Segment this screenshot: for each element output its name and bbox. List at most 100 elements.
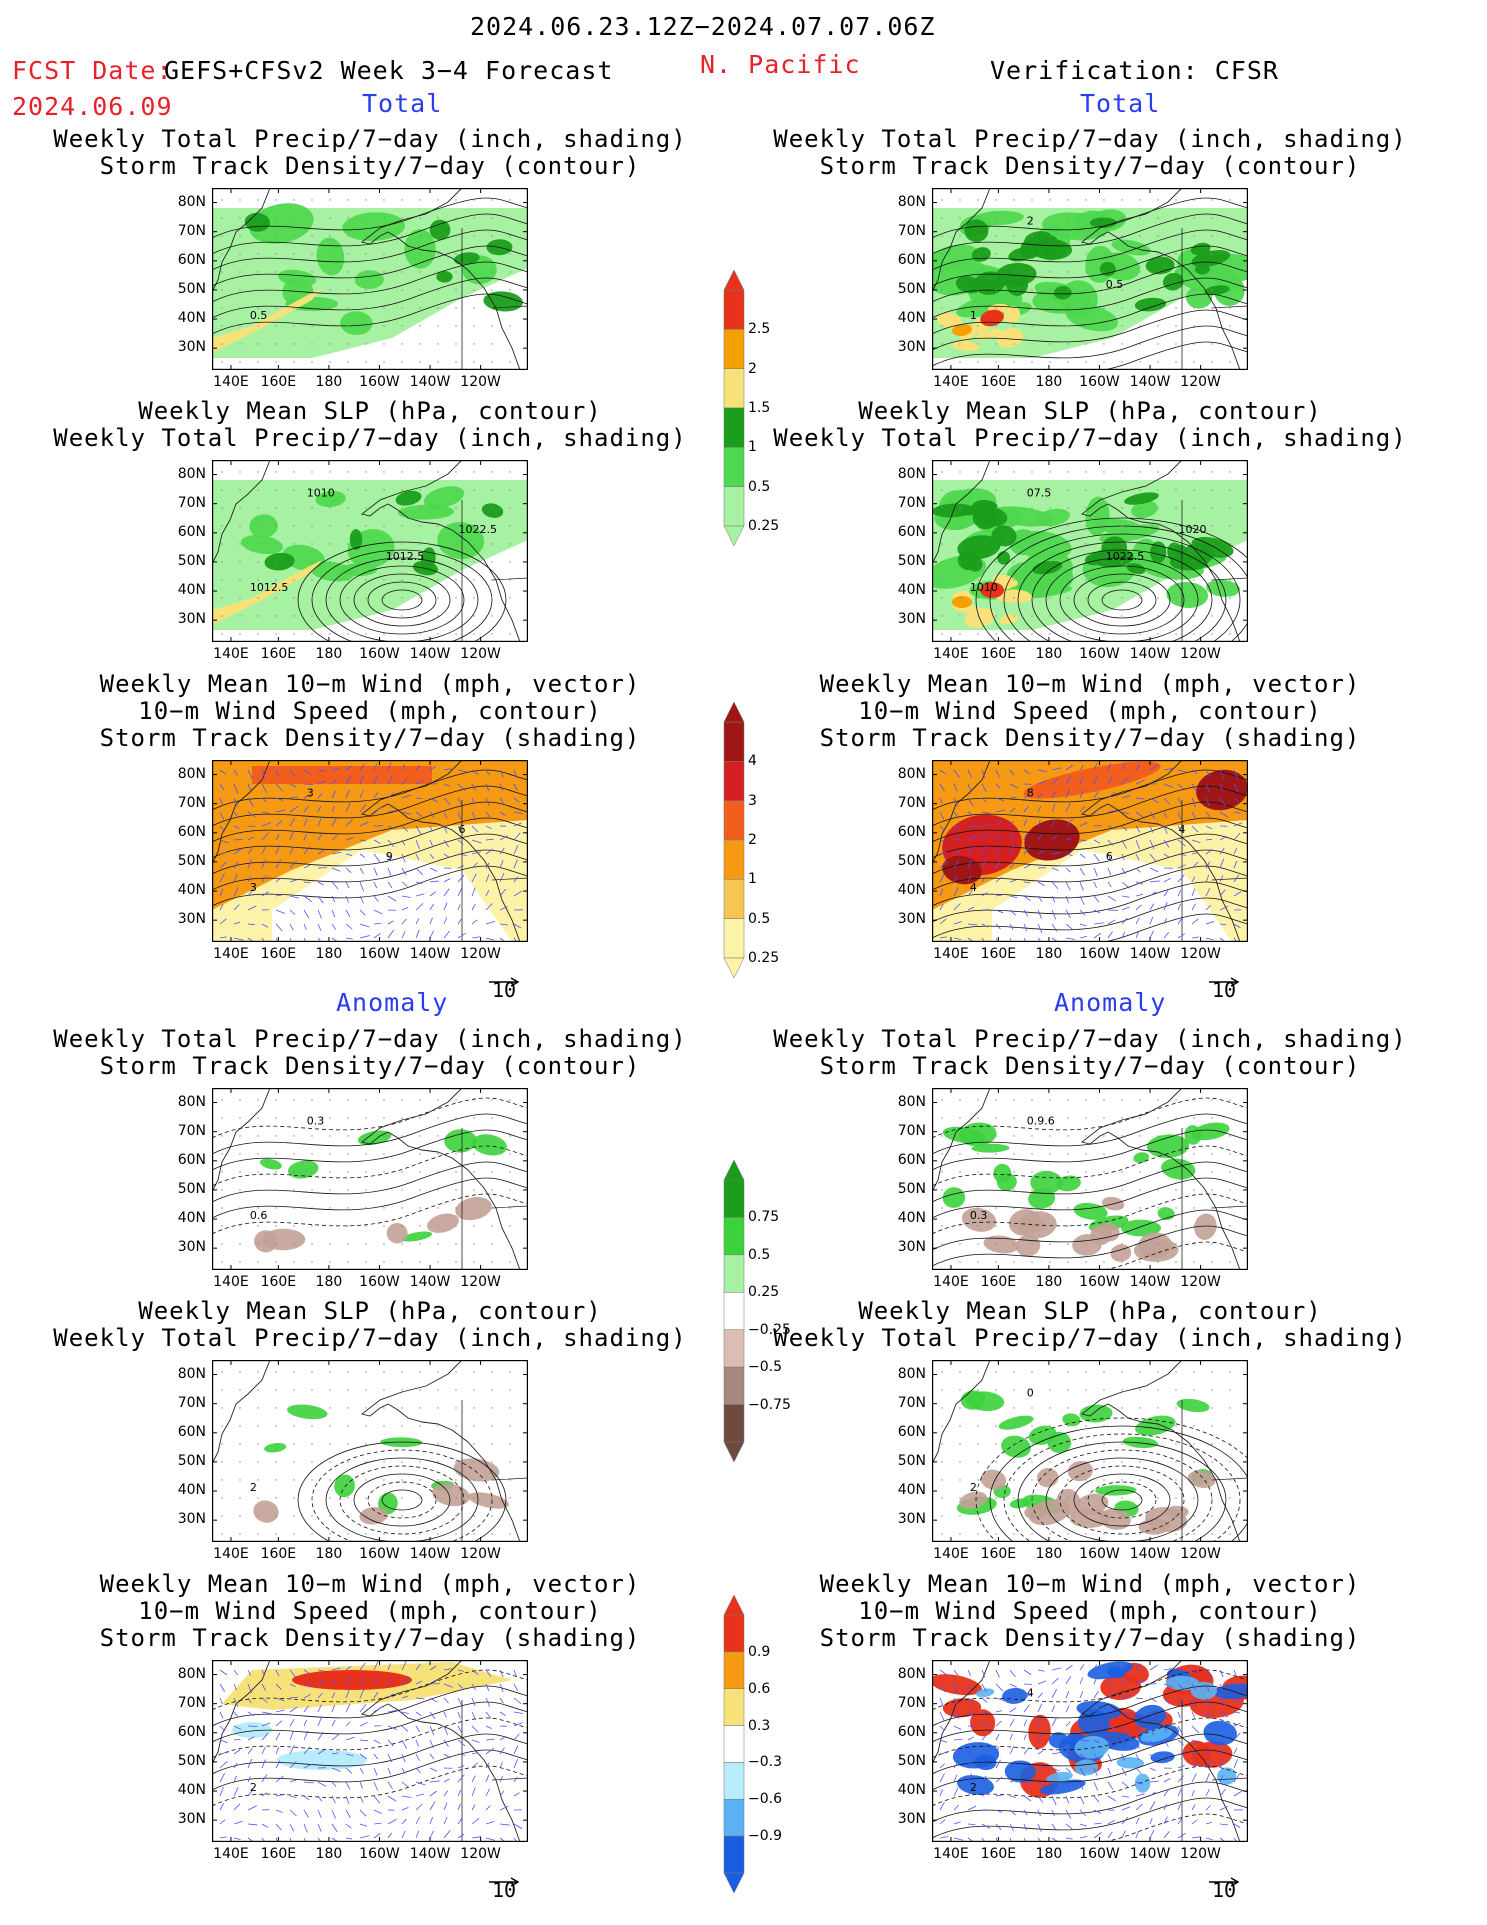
lat-label-obs-total-wind-4: 40N <box>897 882 926 899</box>
lat-label-obs-anom-wind-5: 30N <box>897 1811 926 1828</box>
section-anomaly-left: Anomaly <box>336 988 449 1017</box>
panel-title-obs-anom-precip-0: Weekly Total Precip/7−day (inch, shading… <box>773 1025 1407 1053</box>
vector-ref-arrow-icon <box>1204 1868 1244 1887</box>
contour-label-obs-total-wind-2: 6 <box>1106 850 1113 863</box>
lat-label-obs-total-wind-1: 70N <box>897 794 926 811</box>
lon-label-obs-total-precip-3: 160W <box>1079 374 1120 390</box>
lon-label-fcst-anom-precip-1: 160E <box>260 1274 297 1290</box>
panel-title-fcst-total-wind-2: Storm Track Density/7−day (shading) <box>99 724 641 752</box>
lon-label-fcst-anom-precip-2: 180 <box>315 1274 343 1290</box>
colorbar-precip-total-label-0: 2.5 <box>748 321 771 338</box>
contour-label-obs-total-precip-2: 0.5 <box>1106 278 1124 291</box>
lat-label-fcst-anom-slp-5: 30N <box>177 1511 206 1528</box>
panel-title-fcst-anom-wind-0: Weekly Mean 10−m Wind (mph, vector) <box>99 1570 641 1598</box>
colorbar-storm-total <box>723 702 745 978</box>
lon-label-fcst-anom-wind-5: 120W <box>460 1846 501 1862</box>
lat-label-obs-total-precip-1: 70N <box>897 222 926 239</box>
panel-title-fcst-anom-wind-1: 10−m Wind Speed (mph, contour) <box>138 1597 602 1625</box>
lat-label-fcst-total-slp-4: 40N <box>177 582 206 599</box>
colorbar-storm-total-swatch-0 <box>723 721 745 762</box>
colorbar-storm-anom-label-1: 0.6 <box>748 1680 771 1697</box>
contour-label-fcst-total-slp-0: 1012.5 <box>250 581 288 594</box>
lat-label-obs-total-wind-2: 60N <box>897 823 926 840</box>
panel-title-fcst-total-wind-0: Weekly Mean 10−m Wind (mph, vector) <box>99 670 641 698</box>
lat-label-fcst-total-slp-2: 60N <box>177 523 206 540</box>
colorbar-precip-anom-label-5: −0.75 <box>748 1396 791 1413</box>
lat-label-obs-anom-slp-5: 30N <box>897 1511 926 1528</box>
lon-label-obs-anom-precip-3: 160W <box>1079 1274 1120 1290</box>
lon-label-obs-anom-slp-2: 180 <box>1035 1546 1063 1562</box>
colorbar-precip-total <box>723 270 745 546</box>
lon-label-fcst-anom-slp-1: 160E <box>260 1546 297 1562</box>
colorbar-storm-anom-swatch-2 <box>723 1688 745 1726</box>
contour-label-fcst-total-slp-3: 1022.5 <box>458 523 497 536</box>
map-svg-obs-anom-slp: 20 <box>931 1359 1269 1583</box>
panel-title-obs-anom-wind-2: Storm Track Density/7−day (shading) <box>819 1624 1361 1652</box>
colorbar-storm-total-swatch-5 <box>723 918 745 959</box>
lon-label-obs-total-wind-1: 160E <box>980 946 1017 962</box>
lon-label-fcst-anom-wind-1: 160E <box>260 1846 297 1862</box>
lon-label-obs-anom-precip-0: 140E <box>933 1274 969 1290</box>
lon-label-fcst-total-precip-2: 180 <box>315 374 343 390</box>
map-svg-obs-anom-precip: 0.3 0.9.6 <box>931 1087 1249 1283</box>
lon-label-fcst-anom-slp-0: 140E <box>213 1546 249 1562</box>
map-fcst-anom-wind: 2 <box>211 1659 529 1848</box>
lat-label-obs-anom-slp-2: 60N <box>897 1423 926 1440</box>
lat-label-fcst-anom-wind-0: 80N <box>177 1665 206 1682</box>
lat-label-fcst-anom-precip-4: 40N <box>177 1210 206 1227</box>
lat-label-obs-total-precip-2: 60N <box>897 251 926 268</box>
region-title: N. Pacific <box>700 50 861 79</box>
contour-label-obs-total-precip-1: 2 <box>1027 214 1034 227</box>
lon-label-obs-total-precip-0: 140E <box>933 374 969 390</box>
map-svg-fcst-total-precip: 0.5 <box>211 187 529 371</box>
lat-label-obs-anom-wind-1: 70N <box>897 1694 926 1711</box>
colorbar-precip-total-label-3: 1 <box>748 439 757 456</box>
lon-label-fcst-anom-slp-2: 180 <box>315 1546 343 1562</box>
lon-label-obs-anom-wind-0: 140E <box>933 1846 969 1862</box>
lat-label-fcst-anom-slp-4: 40N <box>177 1482 206 1499</box>
colorbar-storm-total-swatch-3 <box>723 839 745 880</box>
lat-label-obs-total-precip-5: 30N <box>897 339 926 356</box>
contour-label-obs-total-slp-0: 1010 <box>970 581 998 594</box>
lon-label-fcst-anom-slp-3: 160W <box>359 1546 400 1562</box>
panel-title-obs-anom-wind-0: Weekly Mean 10−m Wind (mph, vector) <box>819 1570 1361 1598</box>
lon-label-fcst-total-slp-2: 180 <box>315 646 343 662</box>
lat-label-obs-anom-slp-3: 50N <box>897 1452 926 1469</box>
lon-label-fcst-total-wind-2: 180 <box>315 946 343 962</box>
map-obs-total-slp: 1010 07.5 1022.5 1020 <box>925 459 1269 683</box>
contour-label-fcst-total-wind-2: 9 <box>386 850 393 863</box>
colorbar-precip-total-swatch-1 <box>723 329 745 369</box>
contour-label-fcst-anom-wind-0: 2 <box>250 1781 257 1794</box>
colorbar-precip-total-swatch-0 <box>723 289 745 330</box>
colorbar-storm-total-label-4: 0.5 <box>748 910 771 927</box>
contour-label-fcst-anom-slp-0: 2 <box>250 1481 257 1494</box>
panel-title-fcst-anom-precip-0: Weekly Total Precip/7−day (inch, shading… <box>53 1025 687 1053</box>
lon-label-fcst-anom-precip-3: 160W <box>359 1274 400 1290</box>
map-fcst-anom-precip: 0.6 0.3 <box>211 1087 529 1271</box>
map-obs-total-wind: 4 8 6 4 <box>931 759 1249 955</box>
colorbar-precip-anom-swatch-4 <box>723 1329 745 1368</box>
panel-title-obs-anom-wind-1: 10−m Wind Speed (mph, contour) <box>858 1597 1322 1625</box>
contour-label-fcst-total-wind-1: 3 <box>307 786 314 799</box>
lon-label-fcst-anom-wind-2: 180 <box>315 1846 343 1862</box>
lat-label-fcst-total-wind-0: 80N <box>177 765 206 782</box>
lon-label-fcst-anom-wind-4: 140W <box>409 1846 451 1862</box>
lat-label-obs-anom-precip-3: 50N <box>897 1180 926 1197</box>
contour-label-fcst-anom-precip-1: 0.3 <box>307 1114 325 1127</box>
lat-label-obs-total-wind-5: 30N <box>897 911 926 928</box>
lat-label-obs-anom-precip-1: 70N <box>897 1122 926 1139</box>
colorbar-precip-anom-label-0: 0.75 <box>748 1209 780 1226</box>
lat-label-fcst-anom-precip-2: 60N <box>177 1151 206 1168</box>
colorbar-storm-anom-swatch-5 <box>723 1799 745 1837</box>
panel-title-obs-total-wind-2: Storm Track Density/7−day (shading) <box>819 724 1361 752</box>
colorbar-precip-anom-swatch-3 <box>723 1292 745 1330</box>
lat-label-obs-total-slp-0: 80N <box>897 465 926 482</box>
lat-label-fcst-anom-slp-1: 70N <box>177 1394 206 1411</box>
map-svg-obs-anom-wind: 24 <box>929 1659 1262 1855</box>
lat-label-fcst-anom-wind-3: 50N <box>177 1752 206 1769</box>
panel-title-obs-total-precip-0: Weekly Total Precip/7−day (inch, shading… <box>773 125 1407 153</box>
colorbar-storm-anom-label-0: 0.9 <box>748 1643 771 1660</box>
contour-label-fcst-total-slp-1: 1010 <box>307 486 335 499</box>
